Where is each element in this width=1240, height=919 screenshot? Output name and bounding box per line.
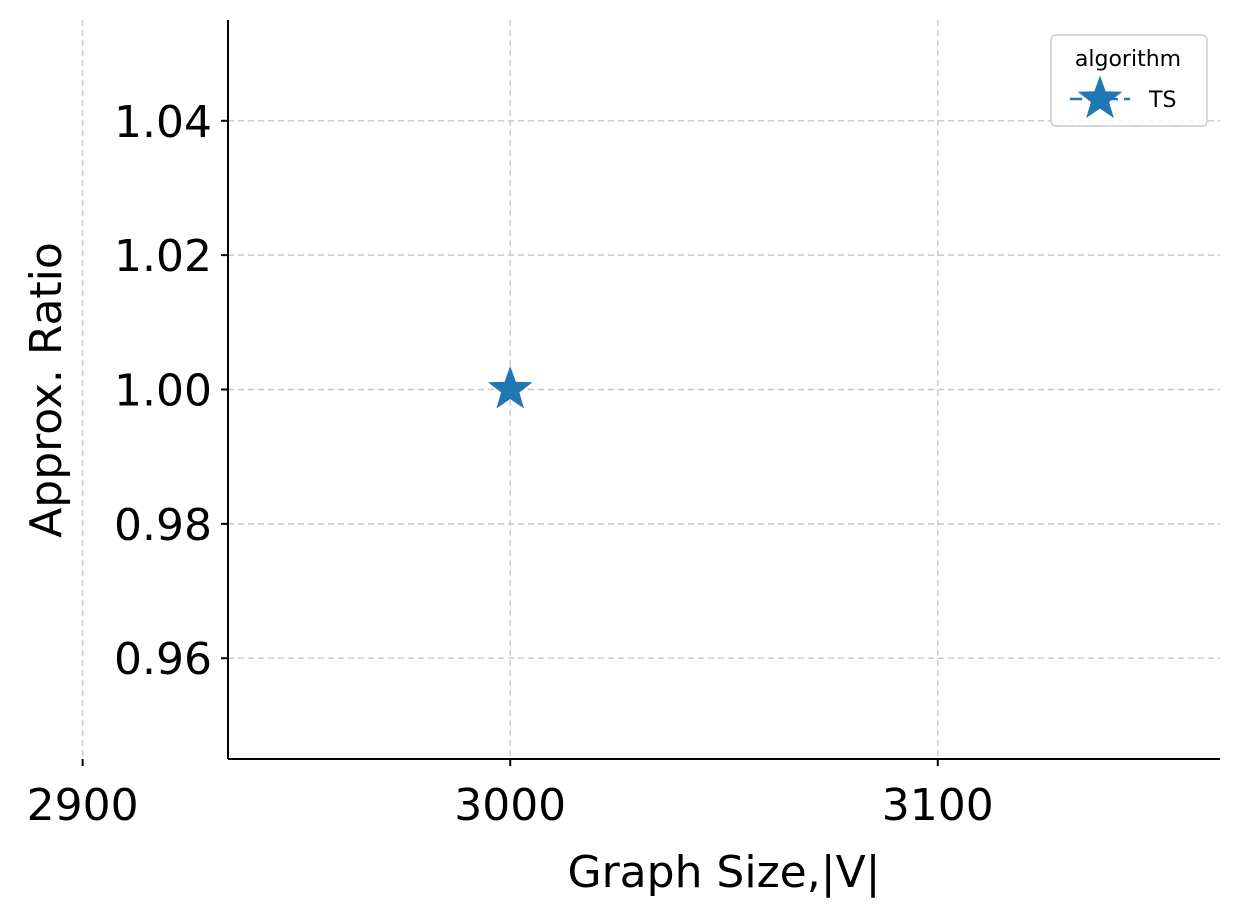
legend-entry-ts: TS — [1070, 75, 1176, 118]
x-axis-label: Graph Size,|V| — [567, 847, 880, 898]
y-axis-label: Approx. Ratio — [21, 242, 72, 538]
legend-entries: TS — [1070, 75, 1176, 118]
legend-star-icon — [1077, 75, 1123, 118]
legend-title: algorithm — [1075, 47, 1181, 72]
y-tick-label: 1.02 — [114, 231, 212, 282]
data-marks — [487, 366, 533, 409]
data-point-ts — [487, 366, 533, 409]
x-ticks: 2900 3000 3100 — [27, 759, 994, 831]
x-tick-label: 3100 — [882, 780, 994, 831]
legend-frame — [1050, 34, 1208, 127]
y-tick-label: 1.00 — [114, 366, 212, 417]
y-tick-label: 0.98 — [114, 500, 212, 551]
legend: algorithm TS — [1050, 34, 1208, 127]
x-tick-label: 3000 — [454, 780, 566, 831]
x-tick-label: 2900 — [27, 780, 139, 831]
y-tick-label: 1.04 — [114, 97, 212, 148]
grid — [81, 20, 1220, 759]
y-tick-label: 0.96 — [114, 634, 212, 685]
legend-label: TS — [1148, 88, 1176, 113]
y-ticks: 0.96 0.98 1.00 1.02 1.04 — [114, 97, 228, 685]
